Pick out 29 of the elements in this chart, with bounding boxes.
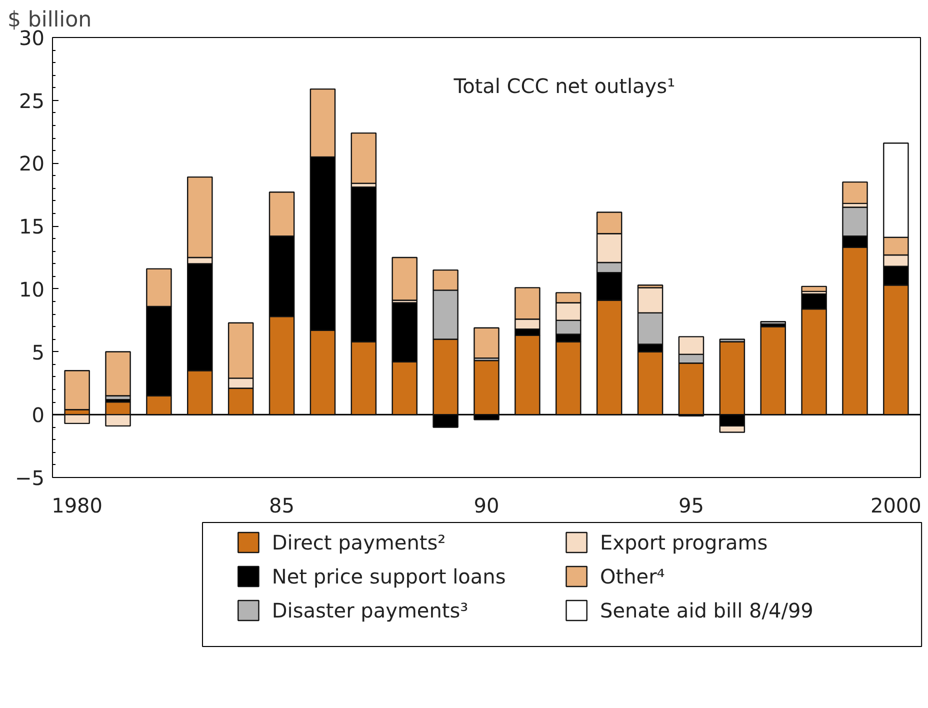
y-tick-label: 25 xyxy=(19,88,45,113)
y-tick-label: −5 xyxy=(15,466,44,490)
y-tick-label: 0 xyxy=(32,403,45,428)
y-tick-label: 30 xyxy=(19,26,45,50)
x-tick-label: 90 xyxy=(474,494,500,518)
y-tick-label: 5 xyxy=(32,340,45,364)
annotation: Total CCC net outlays¹ xyxy=(452,74,676,98)
bar xyxy=(760,326,786,416)
bar xyxy=(64,370,90,410)
bar xyxy=(105,351,131,396)
bar xyxy=(350,132,377,184)
x-tick-label: 95 xyxy=(678,494,704,518)
x-tick-label: 85 xyxy=(269,494,295,518)
legend-label: Other⁴ xyxy=(600,564,665,588)
bar xyxy=(842,181,868,204)
legend-label: Export programs xyxy=(600,530,768,554)
y-tick-label: 20 xyxy=(19,152,45,176)
bar xyxy=(392,256,418,301)
x-tick-label: 2000 xyxy=(870,494,922,518)
legend-label: Direct payments² xyxy=(272,530,446,554)
x-tick-label: 1980 xyxy=(52,494,103,518)
y-tick-label: 15 xyxy=(19,214,45,239)
bar xyxy=(801,286,827,292)
y-tick-label: 10 xyxy=(19,277,45,302)
bar xyxy=(474,327,500,359)
legend-label: Disaster payments³ xyxy=(272,598,468,622)
legend-label: Senate aid bill 8/4/99 xyxy=(600,598,814,622)
legend-label: Net price support loans xyxy=(272,564,506,588)
bar xyxy=(760,321,786,325)
